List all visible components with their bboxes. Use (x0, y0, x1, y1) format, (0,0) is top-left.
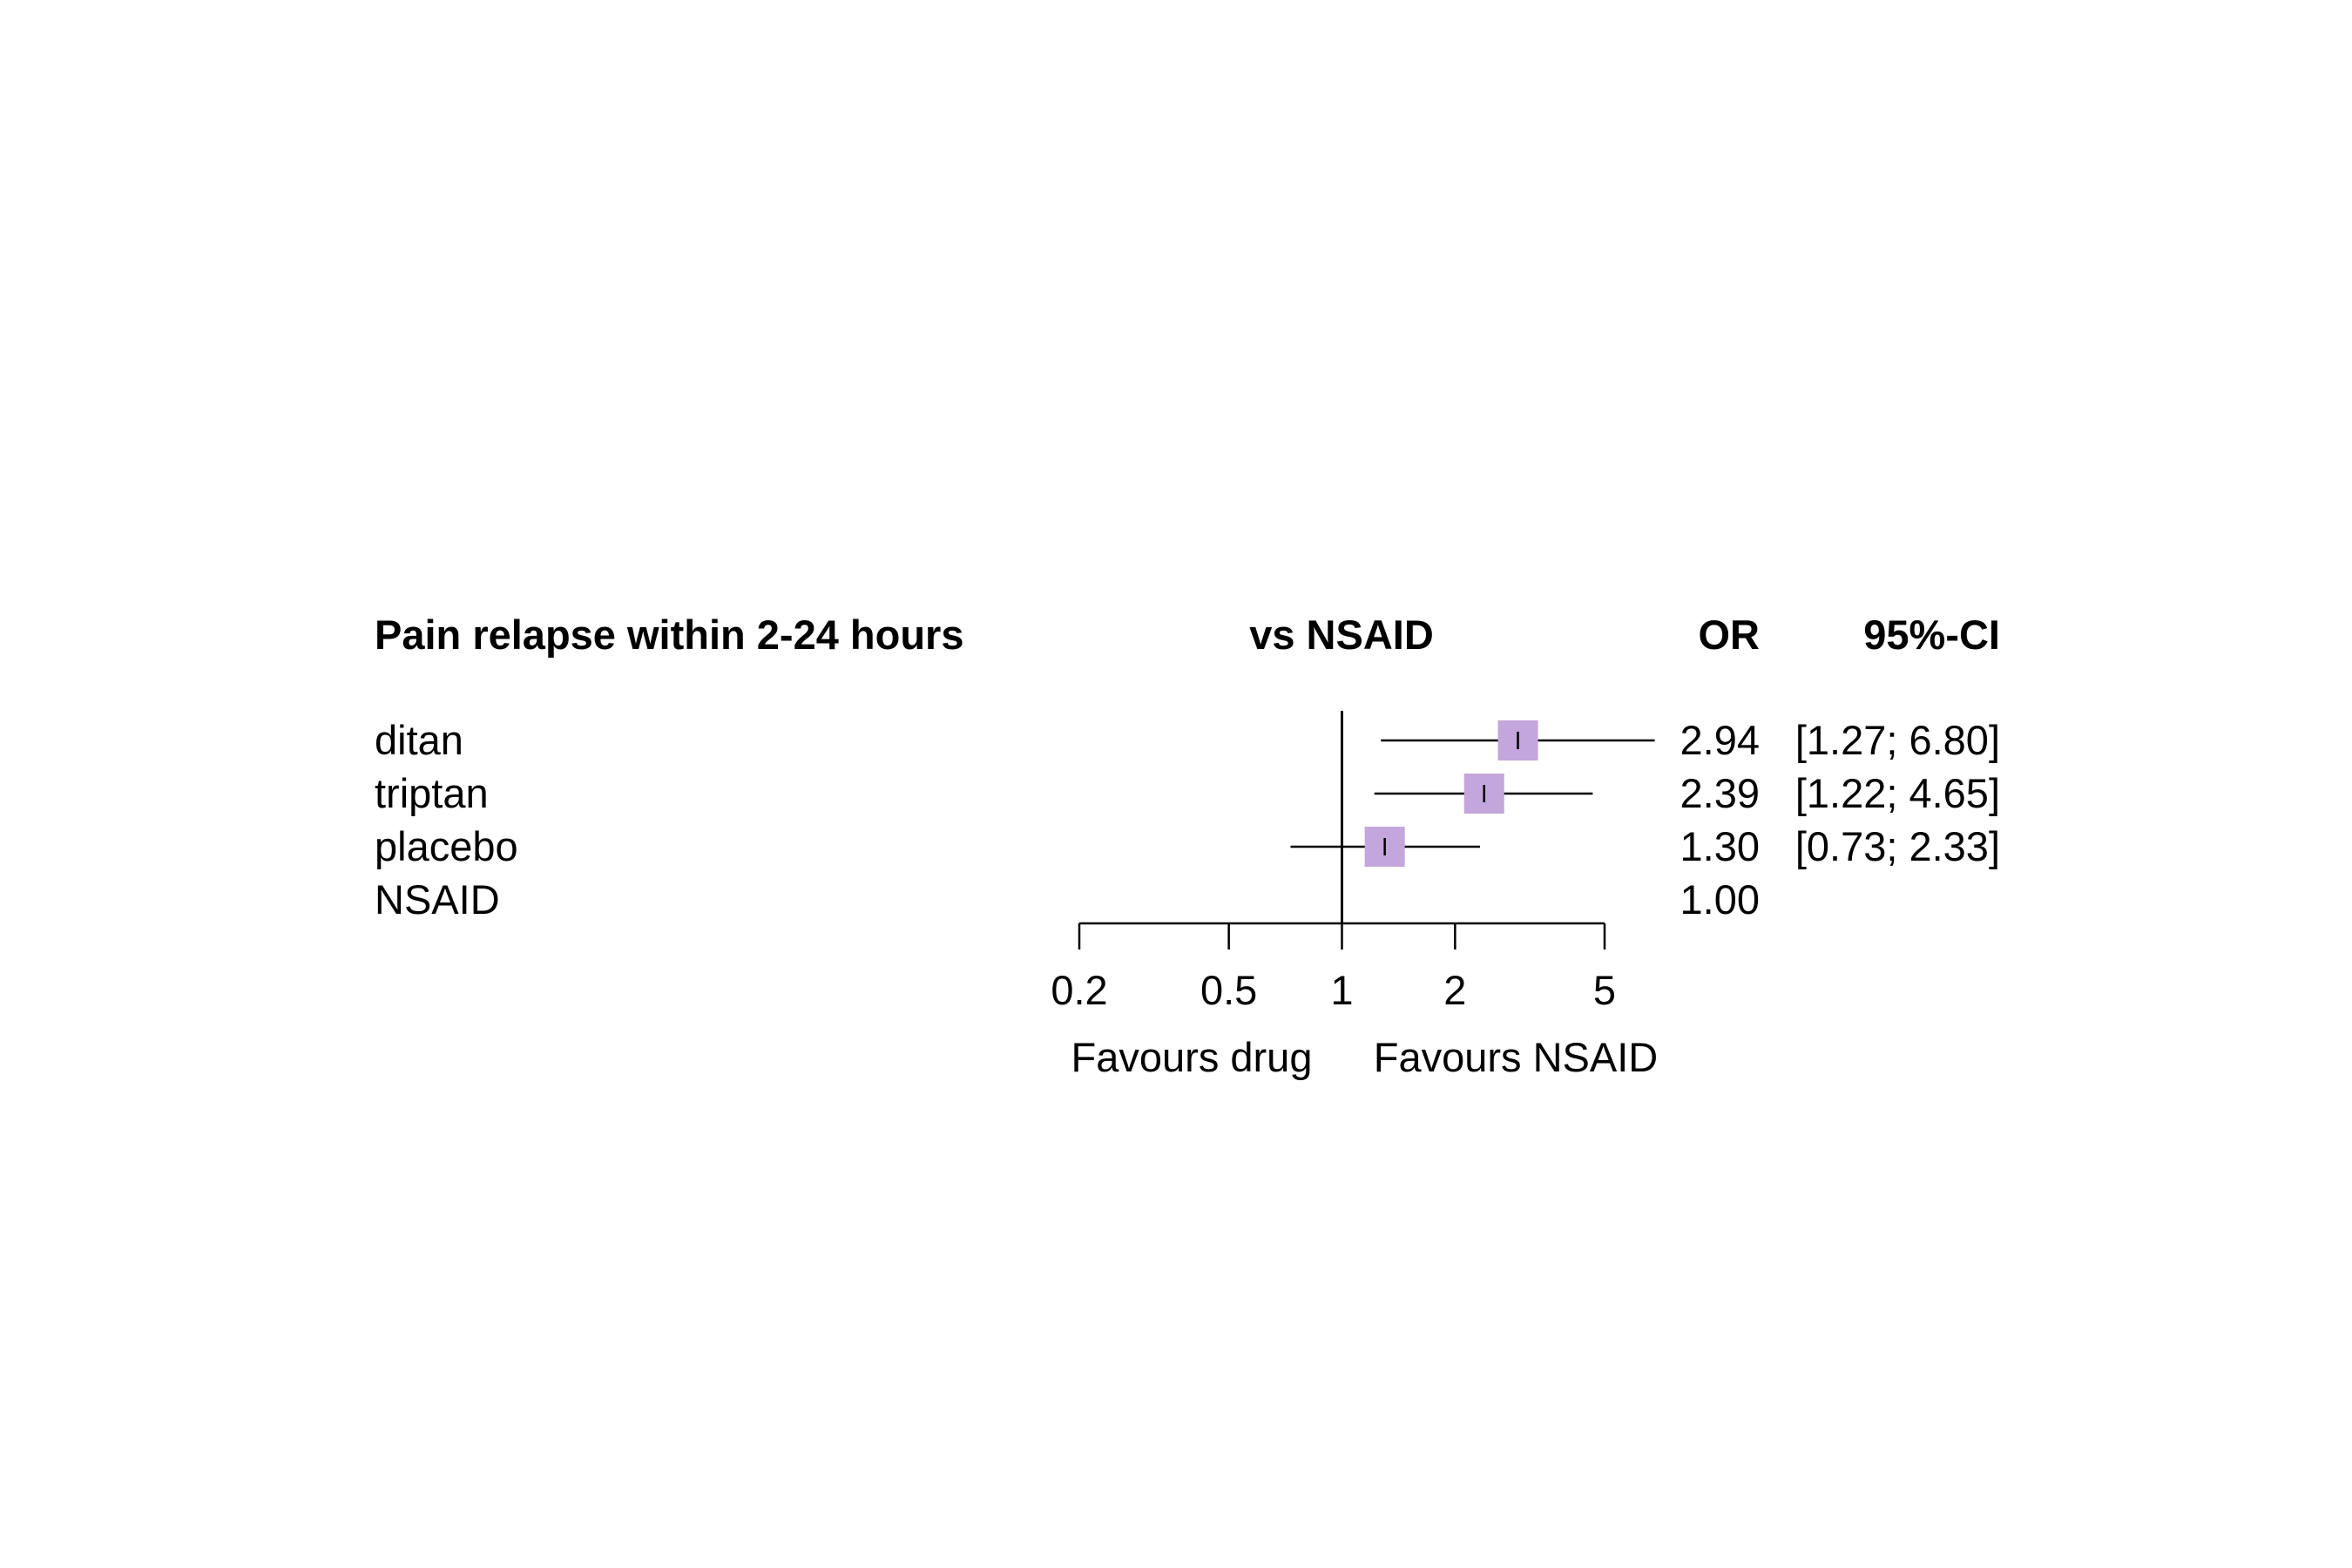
x-tick-label: 0.2 (1051, 967, 1107, 1013)
ci-value: [1.22; 4.65] (1795, 770, 2000, 816)
favours-left-label: Favours drug (1071, 1034, 1313, 1080)
row-label: triptan (375, 770, 489, 816)
or-value: 1.00 (1680, 876, 1760, 923)
comparison-header: vs NSAID (1249, 612, 1434, 658)
or-header: OR (1699, 612, 1761, 658)
or-value: 2.39 (1680, 770, 1760, 816)
x-axis: 0.2 0.5 1 2 5 (1051, 922, 1616, 1013)
ci-value: [1.27; 6.80] (1795, 717, 2000, 763)
x-tick-label: 5 (1593, 967, 1616, 1013)
x-tick-label: 2 (1443, 967, 1466, 1013)
ci-header: 95%-CI (1863, 612, 2000, 658)
forest-row-ditan: ditan 2.94 [1.27; 6.80] (375, 717, 2000, 763)
x-tick-label: 0.5 (1200, 967, 1257, 1013)
forest-row-triptan: triptan 2.39 [1.22; 4.65] (375, 770, 2000, 816)
chart-title: Pain relapse within 2-24 hours (375, 612, 963, 658)
forest-row-nsaid: NSAID 1.00 (375, 876, 1760, 923)
or-value: 2.94 (1680, 717, 1760, 763)
row-label: ditan (375, 717, 463, 763)
favours-right-label: Favours NSAID (1374, 1034, 1658, 1080)
rows-group: ditan 2.94 [1.27; 6.80] triptan 2.39 [1.22; 4… (375, 717, 2000, 923)
ci-value: [0.73; 2.33] (1795, 823, 2000, 869)
or-value: 1.30 (1680, 823, 1760, 869)
forest-row-placebo: placebo 1.30 [0.73; 2.33] (375, 823, 2000, 869)
x-tick-label: 1 (1330, 967, 1353, 1013)
row-label: NSAID (375, 876, 500, 923)
row-label: placebo (375, 823, 518, 869)
